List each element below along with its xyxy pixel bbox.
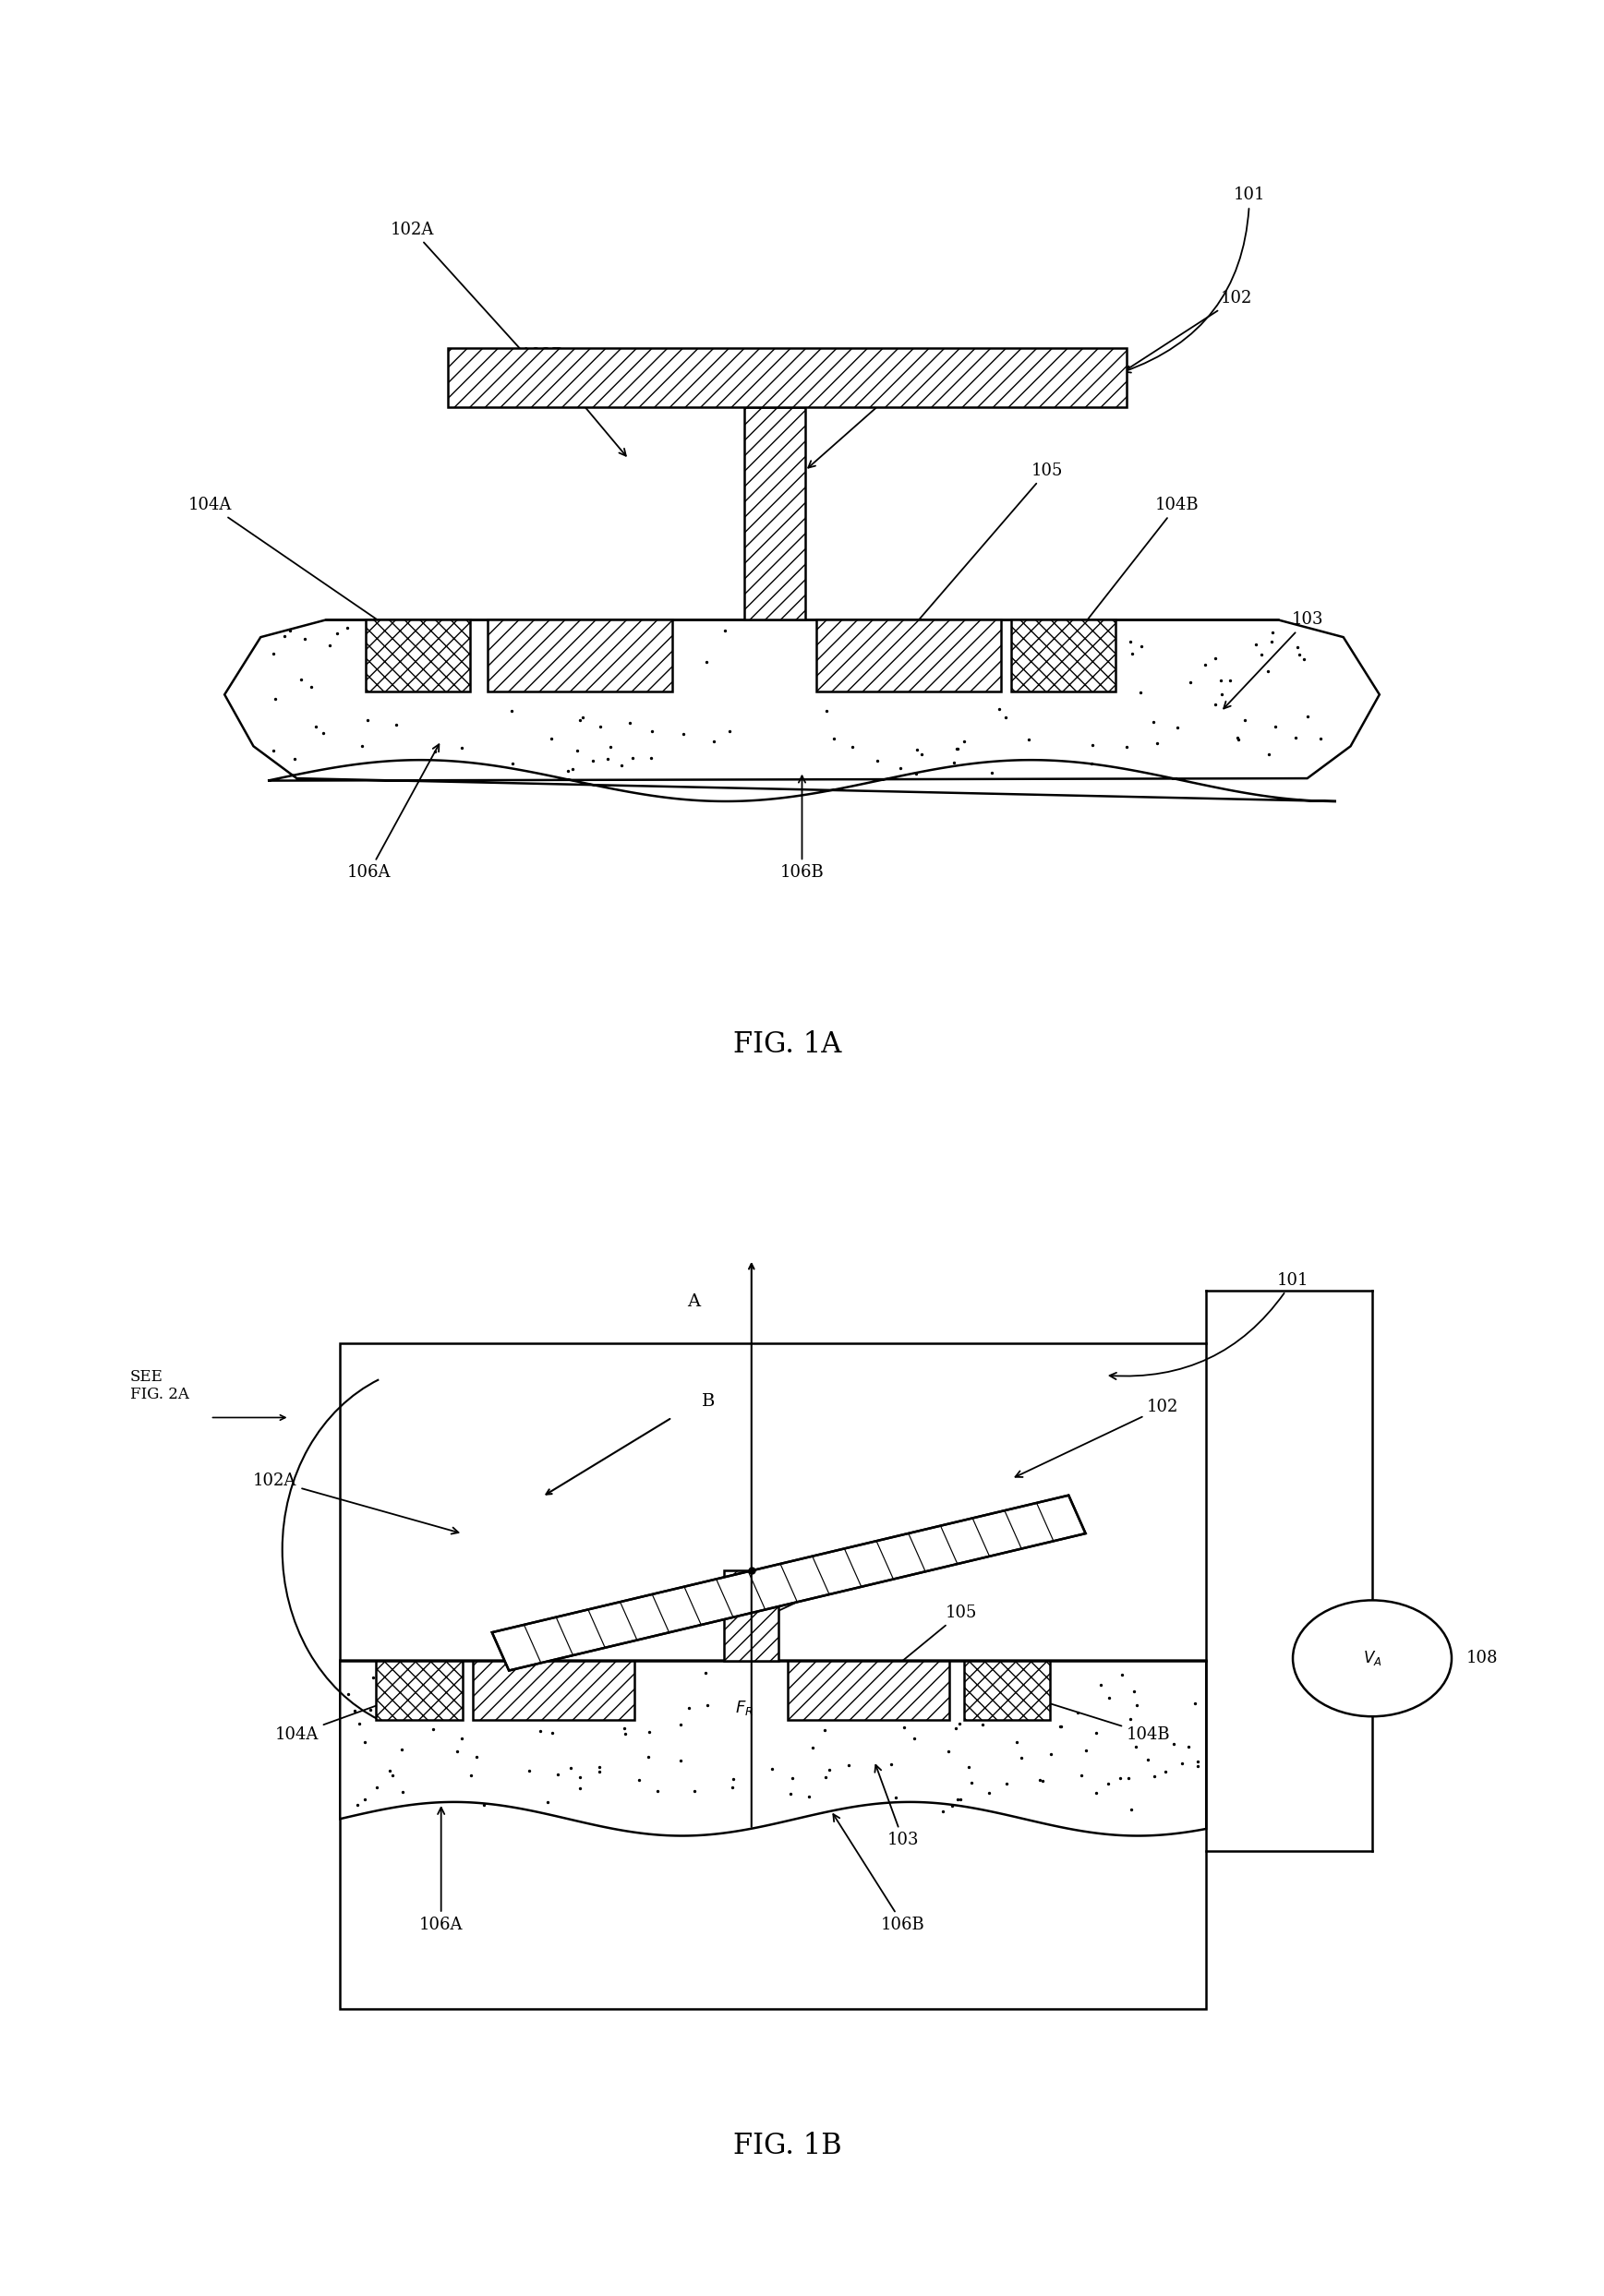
Text: $F_R$: $F_R$ [735,1699,754,1717]
Text: A: A [687,1293,701,1309]
Text: 102B: 102B [563,1589,704,1649]
Text: 104B: 104B [1011,1690,1171,1743]
Text: 103: 103 [874,1766,919,1848]
Bar [1012,620,1115,691]
Text: 102A: 102A [390,220,539,370]
Polygon shape [340,1660,1206,1837]
Text: 102: 102 [1015,1398,1179,1476]
Text: FIG. 1B: FIG. 1B [733,2133,842,2161]
Text: 104A: 104A [188,496,415,645]
Text: 102A: 102A [253,1472,459,1534]
Text: 106B: 106B [832,1814,926,1933]
Text: 106A: 106A [346,744,439,882]
Text: 106A: 106A [419,1807,464,1933]
Text: 102B: 102B [520,347,626,457]
Bar [964,1660,1051,1720]
Bar [788,1660,950,1720]
Text: 108: 108 [1466,1651,1498,1667]
Text: FIG. 1A: FIG. 1A [733,1031,842,1058]
Text: SEE
FIG. 2A: SEE FIG. 2A [130,1368,189,1403]
Text: 104A: 104A [274,1690,415,1743]
Bar [340,1343,1206,2009]
Text: 105: 105 [871,1605,977,1688]
Bar [816,620,1001,691]
Text: 104B: 104B [1068,496,1200,645]
Text: 101: 101 [1110,1272,1309,1380]
Text: 103: 103 [1224,611,1323,709]
Bar [473,1660,635,1720]
Text: 106B: 106B [780,776,824,882]
Bar [449,347,1128,409]
Text: 107: 107 [755,1568,868,1621]
Bar [366,620,470,691]
Polygon shape [225,620,1379,801]
Bar [723,1570,780,1660]
Bar [488,620,672,691]
Text: B: B [701,1394,715,1410]
Polygon shape [492,1495,1086,1671]
Text: 105: 105 [911,461,1063,629]
Bar [744,409,805,620]
Bar [377,1660,464,1720]
Text: 101: 101 [1124,186,1266,372]
Circle shape [1293,1600,1452,1717]
Text: 107: 107 [808,381,911,468]
Text: $V_A$: $V_A$ [1363,1649,1381,1667]
Text: 102: 102 [1116,289,1253,377]
